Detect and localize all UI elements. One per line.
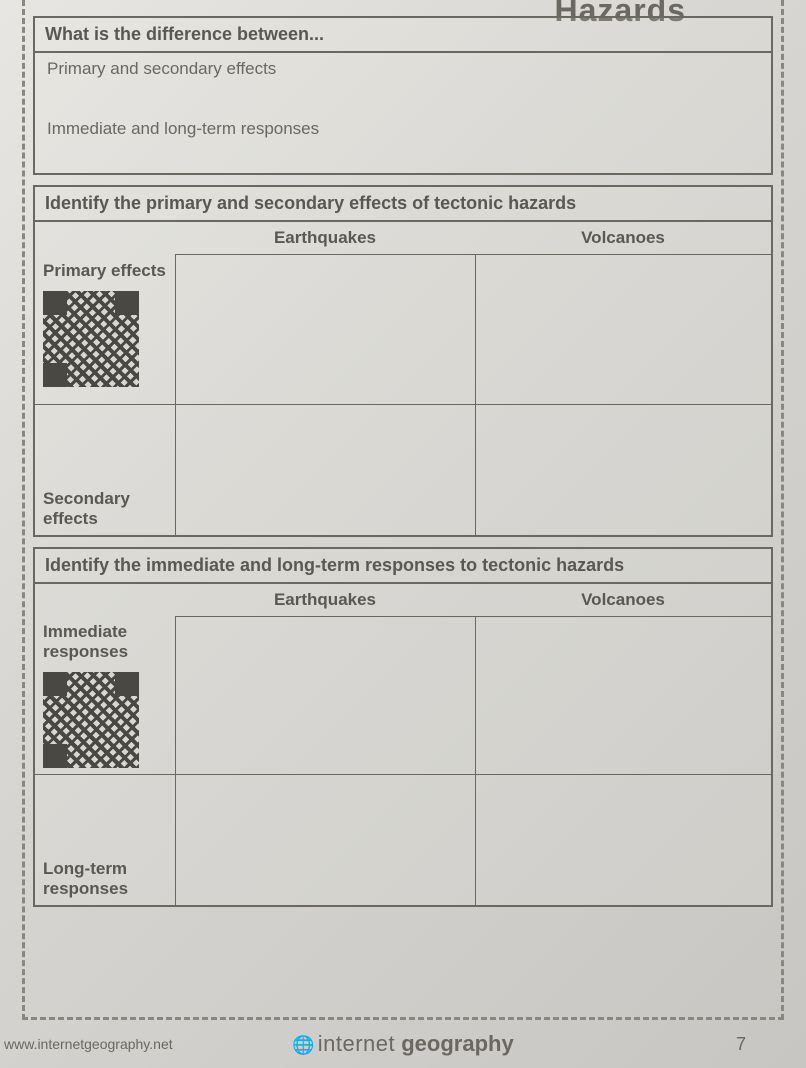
footer-url: www.internetgeography.net <box>4 1036 173 1052</box>
effects-secondary-volcanoes-cell <box>475 405 771 535</box>
effects-row-secondary-text: Secondary effects <box>43 489 130 528</box>
responses-immediate-earthquakes-cell <box>175 616 475 775</box>
globe-icon: 🌐 <box>292 1035 314 1055</box>
footer-brand-a: internet <box>318 1031 395 1056</box>
responses-longterm-volcanoes-cell <box>475 775 771 905</box>
differences-blank-1 <box>35 83 771 113</box>
effects-row-secondary-label: Secondary effects <box>35 405 175 535</box>
effects-table: Earthquakes Volcanoes Primary effects Se… <box>35 222 771 535</box>
footer-brand: 🌐internet geography <box>292 1031 513 1057</box>
responses-row-longterm-label: Long-term responses <box>35 775 175 905</box>
responses-col-earthquakes: Earthquakes <box>175 584 475 617</box>
worksheet-dashed-frame: What is the difference between... Primar… <box>22 0 784 1020</box>
effects-primary-earthquakes-cell <box>175 255 475 405</box>
responses-row-immediate-text: Immediate responses <box>43 622 128 661</box>
effects-row-primary-text: Primary effects <box>43 261 166 280</box>
responses-col-volcanoes: Volcanoes <box>475 584 771 617</box>
responses-row-immediate-label: Immediate responses <box>35 616 175 775</box>
responses-row-longterm-text: Long-term responses <box>43 859 128 898</box>
responses-section: Identify the immediate and long-term res… <box>33 547 773 907</box>
responses-immediate-volcanoes-cell <box>475 616 771 775</box>
effects-secondary-earthquakes-cell <box>175 405 475 535</box>
effects-col-earthquakes: Earthquakes <box>175 222 475 255</box>
effects-row-primary-label: Primary effects <box>35 255 175 405</box>
effects-header: Identify the primary and secondary effec… <box>35 187 771 222</box>
responses-longterm-earthquakes-cell <box>175 775 475 905</box>
differences-blank-2 <box>35 143 771 173</box>
footer-brand-b: geography <box>401 1031 513 1056</box>
qr-icon <box>43 291 139 387</box>
effects-col-volcanoes: Volcanoes <box>475 222 771 255</box>
page-number: 7 <box>736 1034 746 1055</box>
effects-corner-cell <box>35 222 175 255</box>
page-footer: www.internetgeography.net 🌐internet geog… <box>0 1026 806 1062</box>
qr-icon <box>43 672 139 768</box>
differences-line-immediate-longterm: Immediate and long-term responses <box>35 113 771 143</box>
effects-primary-volcanoes-cell <box>475 255 771 405</box>
differences-header: What is the difference between... <box>35 18 771 53</box>
responses-corner-cell <box>35 584 175 617</box>
effects-section: Identify the primary and secondary effec… <box>33 185 773 537</box>
responses-table: Earthquakes Volcanoes Immediate response… <box>35 584 771 905</box>
responses-header: Identify the immediate and long-term res… <box>35 549 771 584</box>
differences-line-primary-secondary: Primary and secondary effects <box>35 53 771 83</box>
differences-section: What is the difference between... Primar… <box>33 16 773 175</box>
